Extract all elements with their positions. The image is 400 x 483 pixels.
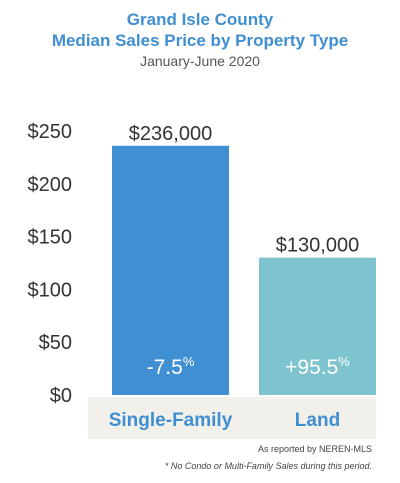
- y-tick-label: $150: [28, 227, 73, 249]
- x-category-label: Land: [295, 410, 340, 431]
- y-tick-label: $0: [50, 385, 72, 407]
- chart-title-line1: Grand Isle County: [126, 10, 274, 29]
- footnote: * No Condo or Multi-Family Sales during …: [164, 461, 372, 471]
- y-tick-label: $250: [28, 121, 73, 143]
- bar-value-label: $130,000: [276, 235, 359, 257]
- change-label: -7.5%: [147, 354, 195, 379]
- bar-value-label: $236,000: [129, 123, 212, 145]
- bar: [112, 145, 229, 395]
- chart-subtitle: January-June 2020: [140, 53, 260, 69]
- source-note: As reported by NEREN-MLS: [257, 444, 372, 454]
- category-band: [88, 397, 376, 439]
- x-category-label: Single-Family: [109, 410, 233, 431]
- y-tick-label: $50: [39, 332, 72, 354]
- chart-title-line2: Median Sales Price by Property Type: [51, 31, 349, 50]
- bar: [259, 257, 376, 395]
- y-tick-label: $100: [28, 279, 73, 301]
- change-label: +95.5%: [285, 354, 350, 379]
- y-tick-label: $200: [28, 174, 73, 196]
